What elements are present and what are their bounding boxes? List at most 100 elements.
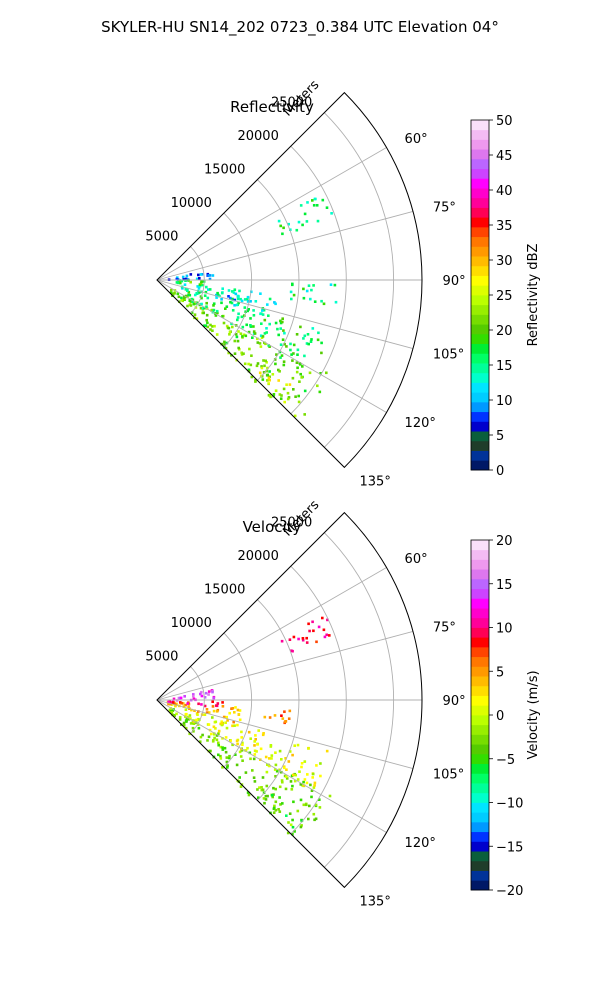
echo-cell — [263, 715, 267, 719]
echo-cell — [230, 301, 234, 305]
colorbar-label: Velocity (m/s) — [526, 670, 541, 759]
echo-cell — [204, 691, 208, 695]
colorbar-swatch — [471, 178, 489, 189]
echo-cell — [268, 716, 272, 719]
echo-cell — [289, 780, 293, 783]
echo-cell — [215, 704, 218, 707]
echo-cell — [219, 757, 223, 760]
echo-cell — [260, 322, 263, 325]
echo-cell — [302, 784, 306, 787]
echo-cell — [292, 635, 296, 639]
colorbar-swatch — [471, 831, 489, 842]
echo-cell — [240, 736, 243, 739]
echo-cell — [241, 759, 244, 762]
echo-cell — [214, 720, 218, 724]
echo-cell — [300, 819, 304, 823]
echo-cell — [291, 376, 295, 380]
colorbar-swatch — [471, 343, 489, 354]
echo-cell — [187, 279, 190, 282]
echo-cell — [275, 353, 278, 356]
colorbar-swatch — [471, 578, 489, 590]
colorbar-swatch — [471, 666, 489, 677]
echo-cell — [265, 369, 268, 373]
echo-cell — [234, 753, 237, 756]
echo-cell — [225, 726, 229, 730]
echo-cell — [334, 300, 338, 304]
echo-cell — [259, 334, 263, 337]
colorbar-swatch — [471, 705, 489, 716]
echo-cell — [225, 305, 229, 308]
colorbar-tick-label: 0 — [496, 464, 504, 479]
colorbar-tick-label: 40 — [496, 184, 513, 199]
echo-cell — [242, 333, 246, 337]
echo-cell — [309, 297, 312, 301]
echo-cell — [298, 380, 301, 383]
echo-cell — [320, 341, 323, 345]
echo-cell — [215, 734, 219, 737]
colorbar-tick-label: 35 — [496, 219, 513, 234]
echo-cell — [220, 723, 224, 727]
echo-cell — [233, 298, 237, 302]
echo-region — [256, 788, 304, 829]
echo-cell — [209, 323, 212, 327]
echo-cell — [315, 204, 319, 207]
angle-tick-label: 75° — [433, 201, 456, 216]
echo-cell — [292, 343, 296, 347]
echo-cell — [215, 333, 219, 336]
echo-cell — [301, 638, 305, 642]
echo-cell — [190, 311, 194, 314]
echo-cell — [193, 313, 197, 316]
azimuth-spoke — [156, 210, 414, 281]
echo-cell — [186, 715, 190, 719]
echo-cell — [300, 824, 303, 827]
echo-cell — [212, 696, 215, 700]
echo-cell — [274, 389, 278, 392]
echo-cell — [170, 711, 174, 714]
echo-cell — [250, 354, 253, 357]
echo-cell — [296, 809, 300, 813]
angle-tick-label: 90° — [443, 694, 466, 709]
echo-cell — [296, 348, 300, 352]
echo-cell — [252, 757, 256, 761]
echo-cell — [247, 793, 251, 797]
echo-cell — [212, 302, 216, 305]
echo-cell — [303, 389, 307, 393]
echo-cell — [182, 705, 186, 708]
echo-cell — [300, 762, 304, 765]
echo-cell — [238, 776, 241, 779]
panel-title: Velocity — [243, 518, 302, 536]
echo-cell — [257, 796, 260, 799]
echo-cell — [326, 618, 329, 622]
echo-cell — [191, 300, 194, 303]
echo-cell — [290, 297, 293, 301]
echo-cell — [282, 363, 286, 367]
echo-cell — [280, 639, 284, 643]
echo-cell — [301, 637, 305, 640]
echo-cell — [200, 296, 203, 300]
echo-cell — [291, 753, 294, 757]
echo-cell — [208, 288, 212, 291]
echo-cell — [227, 756, 231, 760]
echo-cell — [309, 783, 312, 787]
echo-cell — [282, 329, 285, 332]
echo-cell — [237, 346, 240, 350]
echo-cell — [261, 733, 265, 737]
echo-cell — [288, 812, 292, 815]
colorbar-swatch — [471, 549, 489, 560]
echo-cell — [264, 359, 267, 363]
echo-cell — [299, 783, 303, 786]
echo-cell — [232, 720, 235, 724]
echo-cell — [194, 293, 197, 297]
colorbar-tick-label: −15 — [496, 840, 523, 855]
figure-suptitle: SKYLER-HU SN14_202 0723_0.384 UTC Elevat… — [101, 18, 499, 37]
echo-cell — [223, 343, 226, 346]
colorbar-swatch — [471, 540, 489, 551]
echo-cell — [278, 810, 282, 813]
colorbar: −20 −15 −10 −5 0 5 10 15 20 Velocity (m/s) — [470, 534, 541, 899]
echo-cell — [173, 702, 176, 705]
colorbar-swatch — [471, 685, 489, 696]
echo-cell — [307, 284, 311, 287]
echo-cell — [261, 335, 265, 338]
echo-cell — [311, 772, 315, 776]
echo-cell — [310, 789, 314, 792]
